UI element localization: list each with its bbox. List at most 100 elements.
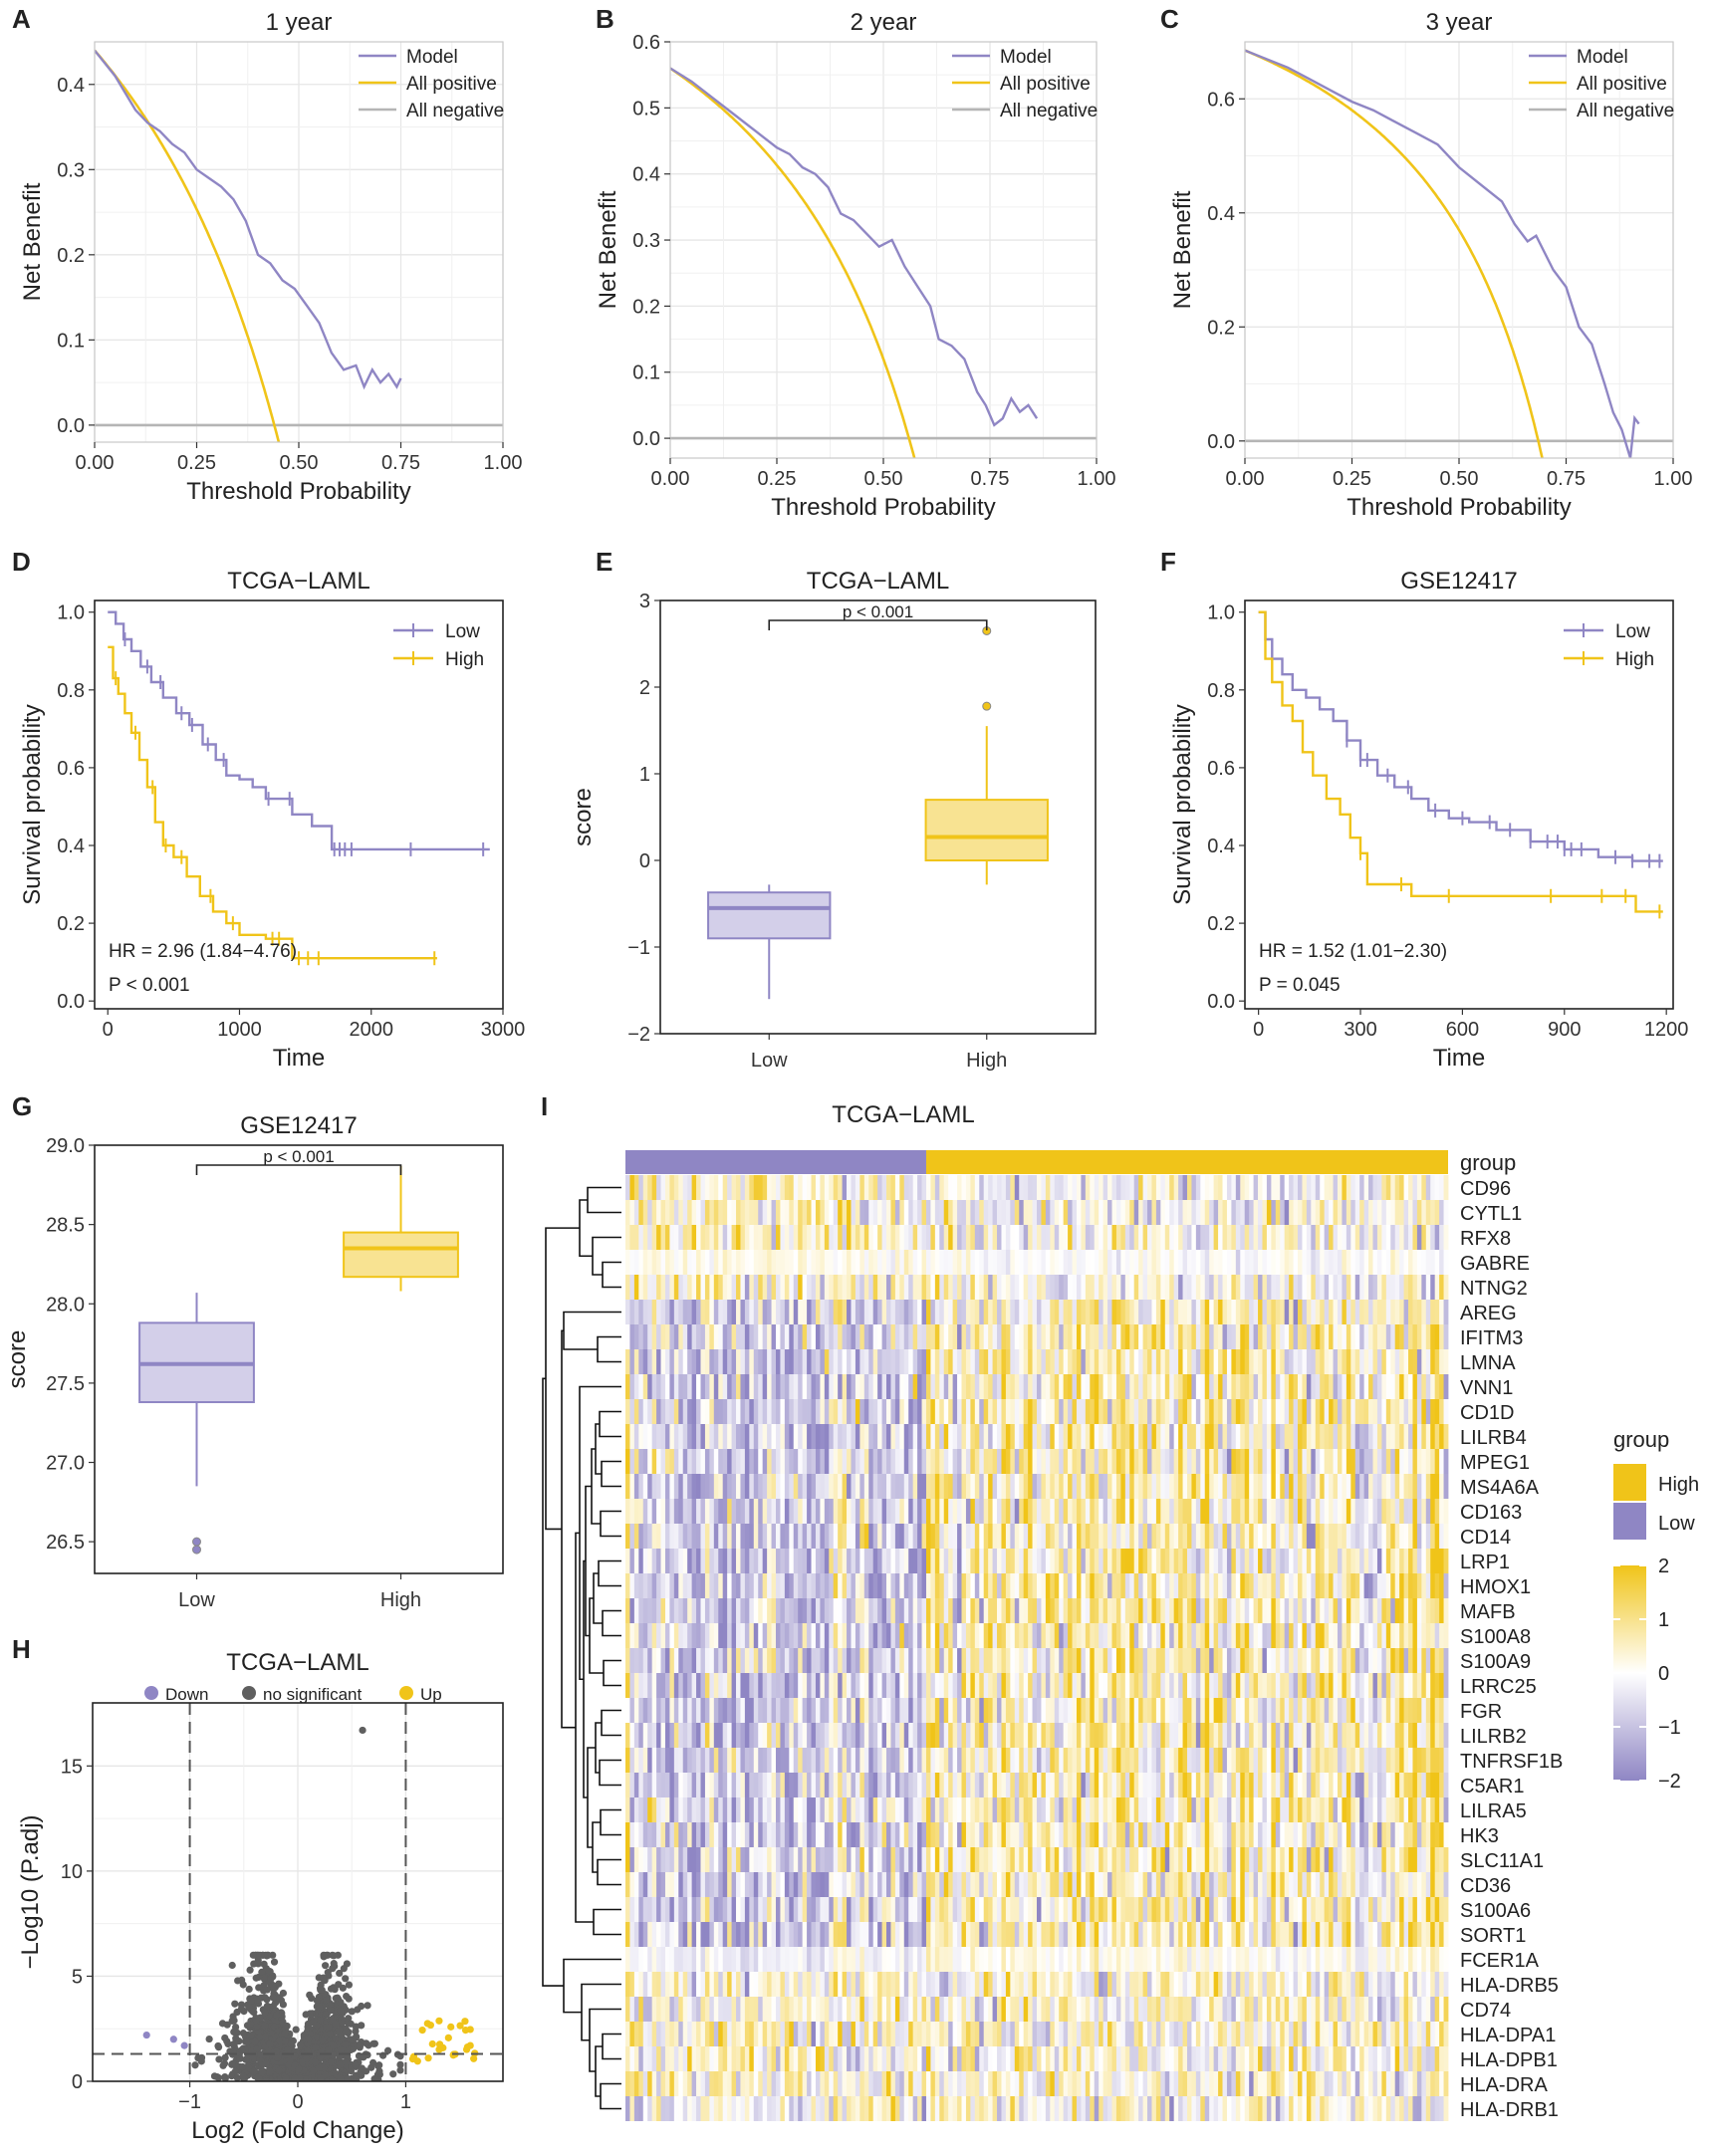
heatmap-cell <box>1275 1399 1281 1424</box>
point-ns <box>260 1974 269 1982</box>
point-ns <box>337 2007 345 2015</box>
heatmap-cell <box>789 1499 795 1524</box>
heatmap-cell <box>1032 1250 1038 1275</box>
heatmap-cell <box>1385 1499 1391 1524</box>
heatmap-cell <box>1342 1324 1347 1349</box>
heatmap-cell <box>669 1200 675 1225</box>
heatmap-cell <box>851 1374 856 1399</box>
heatmap-cell <box>647 1275 653 1300</box>
point-ns <box>250 2067 258 2075</box>
heatmap-cell <box>700 1300 706 1324</box>
heatmap-cell <box>1346 1524 1351 1549</box>
heatmap-cell <box>775 1424 781 1449</box>
heatmap-cell <box>691 1275 697 1300</box>
heatmap-cell <box>647 1449 653 1474</box>
heatmap-cell <box>886 1374 891 1399</box>
km-curve-low <box>1258 610 1663 862</box>
heatmap-cell <box>753 1499 759 1524</box>
point-ns <box>245 2064 253 2072</box>
legend-label: All positive <box>406 74 497 95</box>
heatmap-cell <box>767 1449 772 1474</box>
heatmap-cell <box>753 1474 759 1499</box>
heatmap-cell <box>704 1499 710 1524</box>
heatmap-cell <box>1235 1424 1241 1449</box>
heatmap-cell <box>1262 1474 1268 1499</box>
heatmap-cell <box>1390 1474 1396 1499</box>
heatmap-cell <box>1315 1200 1321 1225</box>
heatmap-cell <box>642 1449 648 1474</box>
heatmap-cell <box>877 1324 882 1349</box>
heatmap-cell <box>1182 1225 1188 1250</box>
heatmap-cell <box>1315 1349 1321 1374</box>
heatmap-cell <box>943 1524 949 1549</box>
heatmap-cell <box>1005 1449 1011 1474</box>
heatmap-cell <box>798 1499 804 1524</box>
heatmap-cell <box>1195 1474 1201 1499</box>
heatmap-cell <box>678 1374 684 1399</box>
heatmap-cell <box>753 1225 759 1250</box>
heatmap-cell <box>744 1250 750 1275</box>
heatmap-cell <box>736 1499 741 1524</box>
heatmap-cell <box>1412 1275 1418 1300</box>
heatmap-cell <box>934 1449 940 1474</box>
heatmap-cell <box>1107 1374 1112 1399</box>
heatmap-cell <box>718 1424 724 1449</box>
heatmap-cell <box>815 1349 821 1374</box>
heatmap-cell <box>1155 1474 1161 1499</box>
heatmap-cell <box>1218 1349 1223 1374</box>
heatmap-cell <box>1262 1300 1268 1324</box>
heatmap-cell <box>1115 1250 1121 1275</box>
heatmap-cell <box>859 1349 865 1374</box>
heatmap-cell <box>1311 1499 1317 1524</box>
heatmap-cell <box>851 1349 856 1374</box>
heatmap-cell <box>829 1424 835 1449</box>
heatmap-cell <box>1102 1374 1108 1399</box>
heatmap-cell <box>1416 1324 1422 1349</box>
heatmap-cell <box>1155 1300 1161 1324</box>
heatmap-cell <box>1169 1524 1175 1549</box>
heatmap-cell <box>807 1250 812 1275</box>
heatmap-cell <box>1390 1275 1396 1300</box>
heatmap-cell <box>625 1250 630 1275</box>
heatmap-cell <box>1147 1474 1152 1499</box>
heatmap-cell <box>1173 1324 1179 1349</box>
panel-letter-H: H <box>12 1634 31 1664</box>
heatmap-cell <box>921 1200 927 1225</box>
heatmap-cell <box>1133 1499 1139 1524</box>
heatmap-cell <box>704 1175 710 1200</box>
heatmap-cell <box>1213 1225 1219 1250</box>
heatmap-cell <box>855 1424 860 1449</box>
point-ns <box>336 1969 344 1978</box>
heatmap-cell <box>664 1324 670 1349</box>
heatmap-cell <box>753 1449 759 1474</box>
heatmap-cell <box>1200 1399 1206 1424</box>
heatmap-cell <box>633 1250 639 1275</box>
y-tick-label: 27.0 <box>46 1453 85 1475</box>
point-ns <box>315 2063 323 2072</box>
heatmap-cell <box>1439 1324 1444 1349</box>
heatmap-cell <box>784 1349 790 1374</box>
heatmap-cell <box>1164 1300 1170 1324</box>
heatmap-cell <box>930 1474 936 1499</box>
heatmap-cell <box>886 1250 891 1275</box>
heatmap-cell <box>1001 1374 1007 1399</box>
heatmap-cell <box>1191 1399 1197 1424</box>
heatmap-cell <box>1111 1300 1117 1324</box>
heatmap-cell <box>775 1499 781 1524</box>
heatmap-cell <box>1231 1374 1237 1399</box>
heatmap-cell <box>1050 1424 1056 1449</box>
heatmap-cell <box>1354 1275 1360 1300</box>
heatmap-cell <box>948 1499 954 1524</box>
heatmap-cell <box>1439 1225 1444 1250</box>
heatmap-cell <box>802 1424 808 1449</box>
heatmap-cell <box>1191 1275 1197 1300</box>
heatmap-cell <box>696 1399 701 1424</box>
heatmap-cell <box>1363 1449 1369 1474</box>
heatmap-cell <box>912 1399 918 1424</box>
heatmap-cell <box>1439 1275 1444 1300</box>
heatmap-cell <box>1421 1250 1427 1275</box>
heatmap-cell <box>736 1524 741 1549</box>
heatmap-cell <box>820 1399 826 1424</box>
heatmap-cell <box>1381 1399 1387 1424</box>
heatmap-cell <box>829 1225 835 1250</box>
